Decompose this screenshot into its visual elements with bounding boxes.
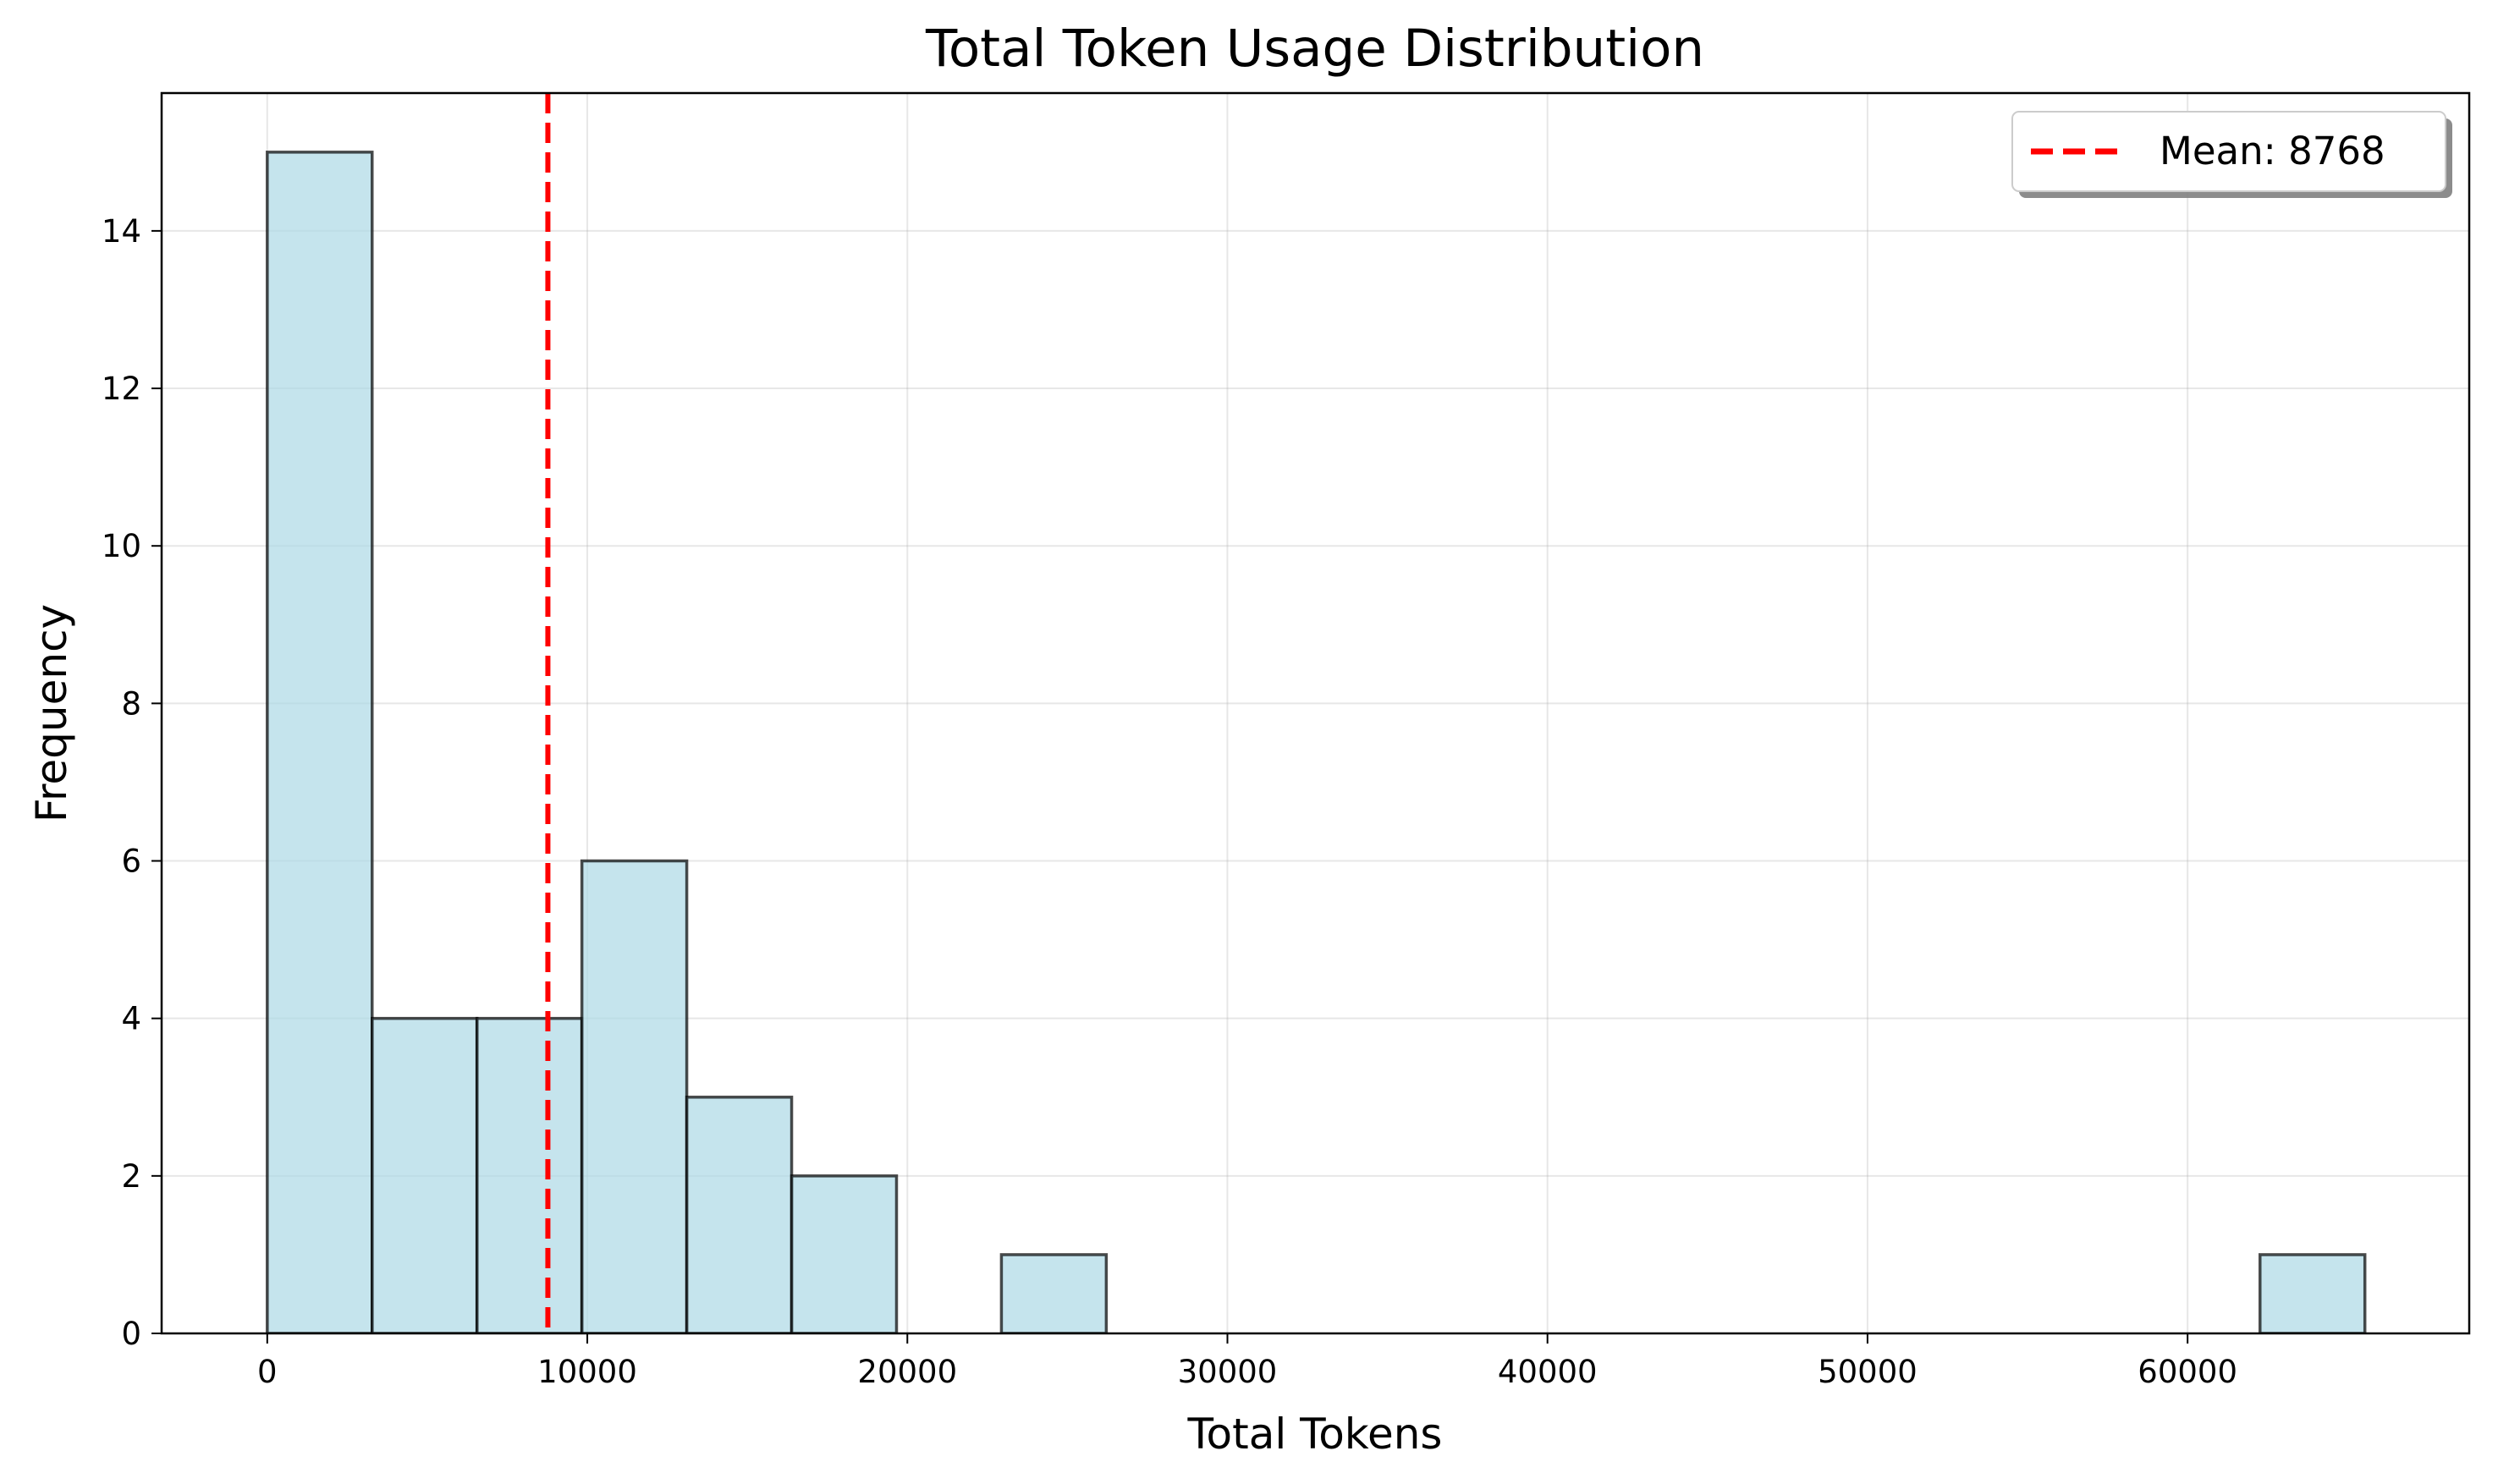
histogram-bar — [266, 151, 374, 1333]
histogram-bar — [999, 1253, 1109, 1333]
y-tick-label: 8 — [121, 685, 141, 722]
histogram-bar — [475, 1016, 584, 1333]
x-axis-label: Total Tokens — [1187, 1410, 1443, 1459]
y-tick-label: 2 — [121, 1158, 141, 1195]
y-tick-label: 4 — [121, 1001, 141, 1037]
histogram-bar — [2259, 1253, 2367, 1333]
legend: Mean: 8768 — [2011, 111, 2452, 198]
legend-mean-label: Mean: 8768 — [2160, 129, 2385, 173]
x-tick-label: 20000 — [857, 1354, 957, 1390]
histogram-bar — [790, 1174, 899, 1333]
y-axis-ticks: 0 2 4 6 8 10 12 14 — [102, 213, 162, 1352]
x-tick-label: 30000 — [1178, 1354, 1278, 1390]
y-tick-label: 14 — [102, 213, 141, 250]
axes-frame — [160, 91, 2471, 1335]
y-tick-label: 0 — [121, 1316, 141, 1352]
y-tick-label: 6 — [121, 844, 141, 880]
x-tick-label: 0 — [257, 1354, 278, 1390]
histogram-bar — [685, 1096, 794, 1333]
legend-box — [2011, 111, 2446, 192]
y-tick-label: 10 — [102, 528, 141, 564]
x-tick-label: 60000 — [2138, 1354, 2237, 1390]
x-tick-label: 10000 — [537, 1354, 637, 1390]
y-axis-label: Frequency — [27, 604, 76, 822]
x-tick-label: 50000 — [1818, 1354, 1918, 1390]
histogram-bar — [371, 1016, 479, 1333]
histogram-bar — [580, 859, 689, 1333]
x-axis-ticks: 0 10000 20000 30000 40000 50000 60000 — [257, 1333, 2237, 1390]
chart-title: Total Token Usage Distribution — [925, 19, 1704, 79]
x-tick-label: 40000 — [1498, 1354, 1598, 1390]
bars — [266, 151, 2367, 1333]
y-tick-label: 12 — [102, 371, 141, 407]
